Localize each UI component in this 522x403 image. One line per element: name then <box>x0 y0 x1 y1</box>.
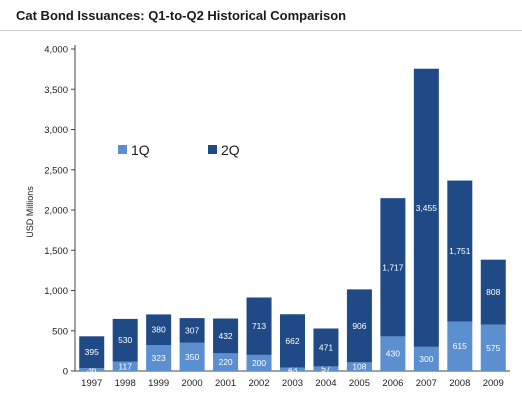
data-label-2q-2002: 713 <box>252 321 266 331</box>
data-label-2q-2004: 471 <box>319 342 333 352</box>
data-label-1q-1998: 117 <box>118 361 132 371</box>
bars: 36 395 1997 117 530 1998 323 380 1999 350 307 2000 2… <box>79 68 506 389</box>
chart-frame <box>0 30 522 403</box>
bar-1q-1999 <box>146 344 172 371</box>
x-tick-label: 1999 <box>148 378 169 389</box>
x-tick-label: 2009 <box>483 378 504 389</box>
data-label-1q-2000: 350 <box>185 352 199 362</box>
data-label-2q-2003: 662 <box>285 336 299 346</box>
bar-2q-2001 <box>213 318 239 354</box>
y-tick-label: 4,000 <box>44 45 68 56</box>
data-label-1q-2003: 43 <box>288 364 298 374</box>
bar-2q-2007 <box>413 68 439 347</box>
y-tick-label: 1,000 <box>44 286 68 297</box>
legend: 1Q 2Q <box>118 142 240 158</box>
y-tick-label: 500 <box>52 326 68 337</box>
x-tick-label: 1997 <box>81 378 102 389</box>
bar-2q-2006 <box>380 198 406 337</box>
x-tick-label: 2007 <box>416 378 437 389</box>
data-label-1q-2009: 575 <box>486 343 500 353</box>
bar-2q-2000 <box>179 318 205 343</box>
y-tick-label: 3,000 <box>44 125 68 136</box>
bar-1q-2008 <box>447 321 473 371</box>
legend-swatch-2q <box>208 145 217 154</box>
x-tick-label: 2002 <box>248 378 269 389</box>
y-tick-label: 1,500 <box>44 246 68 257</box>
bar-2q-1998 <box>112 318 138 362</box>
x-tick-label: 2003 <box>282 378 303 389</box>
data-label-2q-2006: 1,717 <box>382 262 404 272</box>
data-label-2q-2005: 906 <box>352 321 366 331</box>
legend-swatch-1q <box>118 145 127 154</box>
x-tick-label: 2001 <box>215 378 236 389</box>
y-tick-label: 2,000 <box>44 206 68 217</box>
x-tick-label: 2000 <box>182 378 203 389</box>
y-tick-label: 0 <box>63 367 68 378</box>
bar-2q-2004 <box>313 328 339 367</box>
bar-2q-1999 <box>146 314 172 345</box>
bar-2q-2002 <box>246 297 272 355</box>
y-tick-label: 2,500 <box>44 165 68 176</box>
data-label-2q-2009: 808 <box>486 287 500 297</box>
bar-2q-2003 <box>280 314 305 368</box>
x-tick-label: 2005 <box>349 378 370 389</box>
x-tick-label: 2006 <box>382 378 403 389</box>
data-label-1q-2006: 430 <box>386 349 400 359</box>
bar-1q-2003 <box>280 367 305 371</box>
data-label-1q-2004: 57 <box>321 364 331 374</box>
bar-1q-2002 <box>246 354 272 371</box>
data-label-2q-1998: 530 <box>118 335 132 345</box>
legend-label-1q: 1Q <box>131 142 150 158</box>
bar-1q-2001 <box>213 353 239 371</box>
data-label-1q-2008: 615 <box>453 341 467 351</box>
bar-2q-2009 <box>480 259 506 325</box>
bar-1q-2009 <box>480 324 506 371</box>
bar-2q-1997 <box>79 336 105 369</box>
data-label-1q-2001: 220 <box>218 357 232 367</box>
legend-label-2q: 2Q <box>221 142 240 158</box>
data-label-1q-2002: 200 <box>252 358 266 368</box>
bar-1q-2004 <box>313 366 339 371</box>
data-label-1q-1999: 323 <box>152 353 166 363</box>
data-label-2q-1999: 380 <box>152 325 166 335</box>
data-label-2q-2001: 432 <box>218 331 232 341</box>
x-tick-label: 2008 <box>449 378 470 389</box>
data-label-1q-2005: 108 <box>352 362 366 372</box>
bar-1q-2005 <box>346 362 372 371</box>
data-label-1q-1997: 36 <box>87 365 97 375</box>
bar-2q-2008 <box>447 180 473 322</box>
x-tick-label: 2004 <box>315 378 336 389</box>
x-tick-label: 1998 <box>115 378 136 389</box>
data-label-2q-2007: 3,455 <box>416 203 438 213</box>
data-label-2q-2000: 307 <box>185 325 199 335</box>
bar-1q-2000 <box>179 342 205 371</box>
chart-title: Cat Bond Issuances: Q1-to-Q2 Historical … <box>16 8 347 23</box>
bar-2q-2005 <box>346 289 372 363</box>
data-label-2q-1997: 395 <box>85 347 99 357</box>
data-label-2q-2008: 1,751 <box>449 246 471 256</box>
bar-1q-1998 <box>112 361 138 371</box>
data-label-1q-2007: 300 <box>419 354 433 364</box>
y-axis-title: USD Millions <box>25 186 35 238</box>
bar-1q-2007 <box>413 346 439 371</box>
bar-1q-2006 <box>380 336 406 371</box>
y-tick-label: 3,500 <box>44 85 68 96</box>
bar-1q-1997 <box>79 368 105 371</box>
